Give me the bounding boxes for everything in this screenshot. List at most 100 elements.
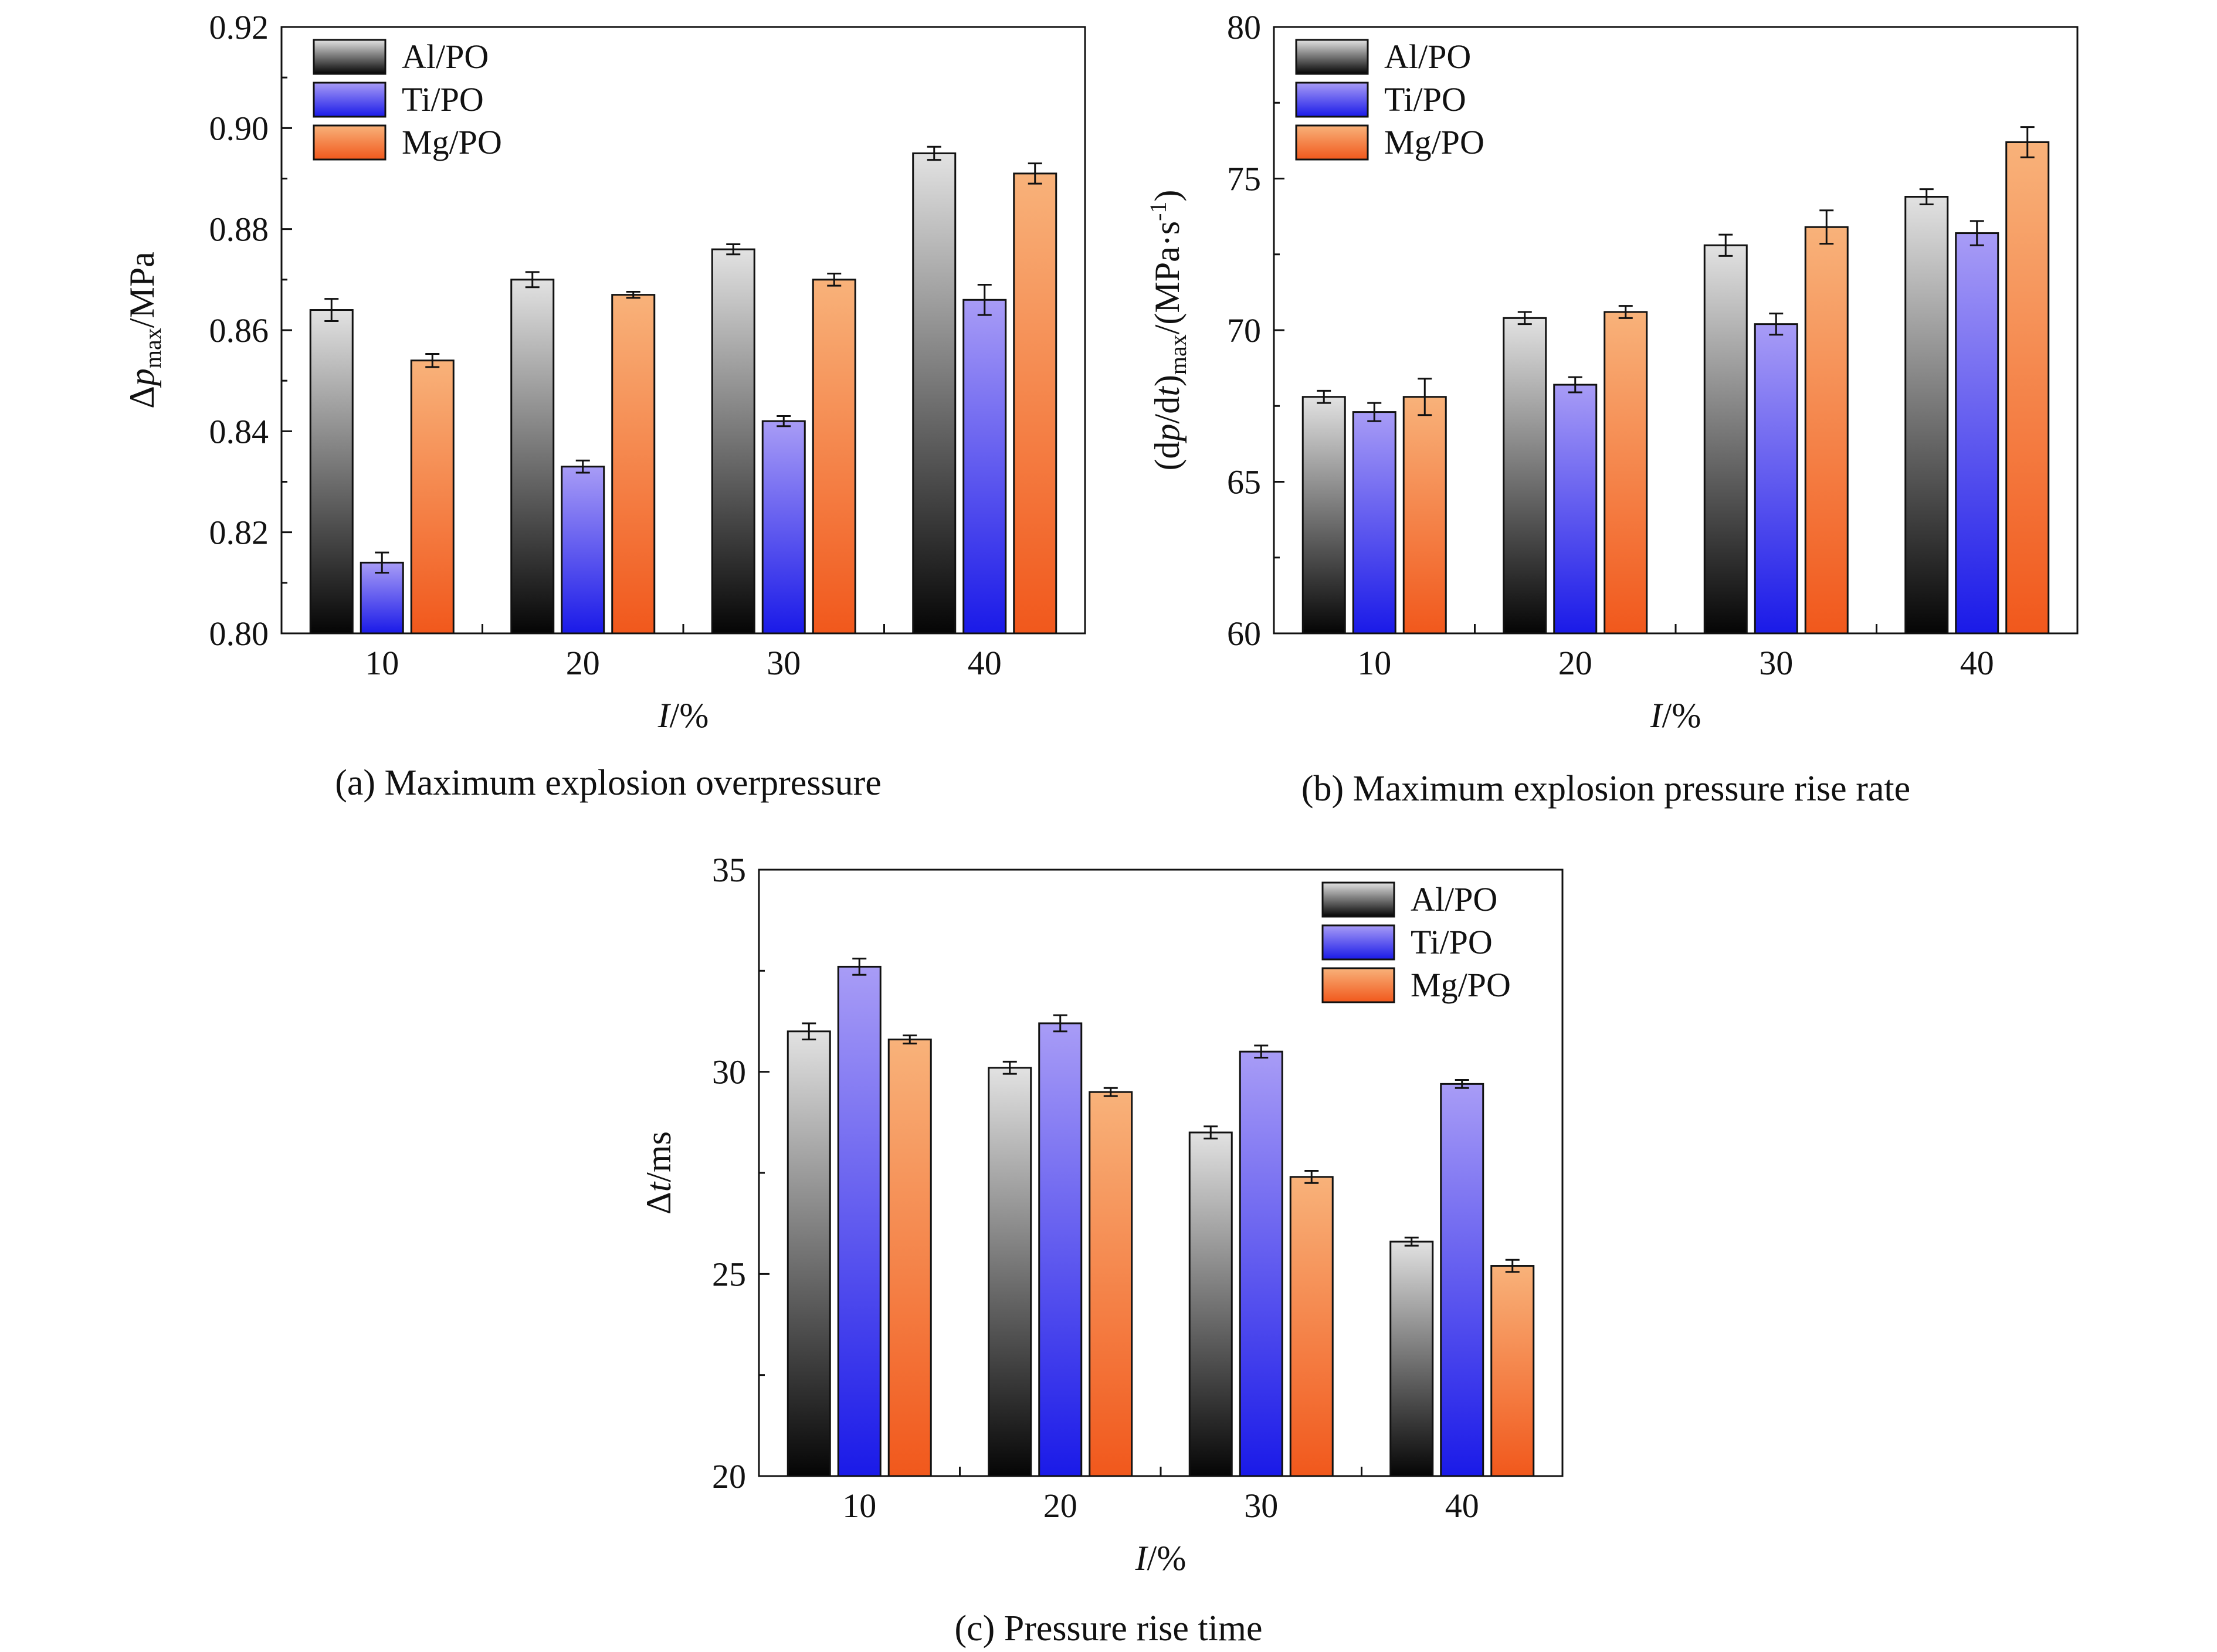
x-tick-label: 30 bbox=[1759, 644, 1793, 682]
bar-mg-po-20 bbox=[611, 294, 656, 635]
x-tick-label: 40 bbox=[1445, 1487, 1479, 1525]
x-tick-label: 20 bbox=[566, 644, 600, 682]
bar-al-po-20 bbox=[510, 279, 555, 635]
x-tick-label: 40 bbox=[968, 644, 1002, 682]
error-bar-mg-po-10 bbox=[1418, 378, 1432, 416]
bar-ti-po-10 bbox=[837, 965, 882, 1477]
bar-ti-po-10 bbox=[1352, 411, 1396, 635]
error-bar-al-po-10 bbox=[802, 1022, 816, 1041]
error-bar-al-po-30 bbox=[726, 243, 741, 256]
legend-label-ti-po: Ti/PO bbox=[402, 80, 484, 118]
panel-caption: (a) Maximum explosion overpressure bbox=[335, 763, 881, 803]
bar-al-po-40 bbox=[1389, 1240, 1434, 1477]
bar-ti-po-10 bbox=[360, 561, 404, 635]
x-tick-label: 20 bbox=[1043, 1487, 1077, 1525]
y-tick-label: 0.84 bbox=[209, 412, 269, 450]
bar-ti-po-40 bbox=[1955, 232, 1999, 635]
bar-al-po-20 bbox=[988, 1067, 1032, 1477]
bar-mg-po-10 bbox=[1402, 396, 1447, 635]
chart-panel-c: 20 25 30 35 10 20 30 40 I/% Δt/ms Al/PO Ti/PO Mg/PO (… bbox=[639, 851, 1564, 1648]
error-bar-al-po-40 bbox=[927, 145, 941, 161]
bar-ti-po-30 bbox=[761, 420, 806, 635]
error-bar-ti-po-10 bbox=[375, 551, 389, 574]
legend-label-ti-po: Ti/PO bbox=[1384, 80, 1466, 118]
bar-mg-po-30 bbox=[1289, 1176, 1334, 1477]
error-bar-al-po-30 bbox=[1204, 1125, 1218, 1139]
error-bar-al-po-30 bbox=[1718, 233, 1733, 257]
error-bar-al-po-10 bbox=[324, 298, 339, 322]
y-axis-title: Δpmax/MPa bbox=[123, 252, 166, 409]
legend-swatch-mg-po bbox=[1321, 967, 1395, 1003]
y-tick-label: 60 bbox=[1227, 615, 1261, 653]
bar-mg-po-20 bbox=[1089, 1091, 1133, 1477]
bar-al-po-40 bbox=[1904, 196, 1949, 635]
bar-mg-po-10 bbox=[887, 1039, 932, 1477]
x-axis-title: I/% bbox=[1135, 1539, 1187, 1578]
legend-swatch-al-po bbox=[1295, 39, 1369, 75]
legend-swatch-al-po bbox=[1321, 881, 1395, 918]
y-axis-title: (dp/dt)max/(MPa·s-1) bbox=[1145, 190, 1191, 471]
error-bar-ti-po-30 bbox=[1769, 313, 1784, 336]
panel-caption: (c) Pressure rise time bbox=[954, 1609, 1262, 1648]
chart-panel-b: 60 65 70 75 80 10 20 30 40 I/% (dp/dt)max/(MPa·s-1… bbox=[1145, 8, 2079, 809]
legend-label-al-po: Al/PO bbox=[1384, 38, 1471, 76]
bar-ti-po-20 bbox=[1038, 1022, 1083, 1477]
y-tick-label: 65 bbox=[1227, 463, 1261, 501]
error-bar-al-po-10 bbox=[1317, 389, 1331, 404]
y-tick-label: 0.88 bbox=[209, 211, 269, 249]
error-bar-ti-po-20 bbox=[1053, 1014, 1067, 1033]
bar-ti-po-20 bbox=[1553, 384, 1598, 635]
error-bar-mg-po-30 bbox=[1304, 1170, 1319, 1184]
error-bar-mg-po-30 bbox=[827, 272, 842, 287]
bar-mg-po-30 bbox=[1804, 226, 1849, 635]
error-bar-al-po-20 bbox=[1002, 1060, 1017, 1075]
x-axis-title: I/% bbox=[1650, 696, 1701, 735]
bar-mg-po-40 bbox=[1490, 1265, 1535, 1477]
error-bar-ti-po-40 bbox=[1455, 1078, 1469, 1089]
error-bar-mg-po-10 bbox=[903, 1034, 917, 1044]
legend: Al/PO Ti/PO Mg/PO bbox=[1295, 38, 1484, 161]
legend-swatch-ti-po bbox=[313, 82, 387, 118]
x-tick-label: 10 bbox=[365, 644, 399, 682]
bar-al-po-10 bbox=[1301, 396, 1346, 635]
bar-ti-po-40 bbox=[1440, 1083, 1484, 1477]
bar-al-po-30 bbox=[1703, 244, 1748, 635]
bar-al-po-10 bbox=[787, 1030, 831, 1477]
x-tick-label: 30 bbox=[1244, 1487, 1278, 1525]
y-tick-label: 70 bbox=[1227, 311, 1261, 350]
legend-swatch-ti-po bbox=[1321, 924, 1395, 961]
legend-label-mg-po: Mg/PO bbox=[1384, 123, 1484, 161]
y-tick-label: 75 bbox=[1227, 160, 1261, 198]
legend: Al/PO Ti/PO Mg/PO bbox=[1321, 880, 1511, 1004]
legend-label-al-po: Al/PO bbox=[402, 38, 489, 76]
bar-ti-po-20 bbox=[561, 466, 605, 635]
bar-mg-po-30 bbox=[812, 279, 856, 635]
legend-label-ti-po: Ti/PO bbox=[1411, 923, 1493, 961]
bar-ti-po-40 bbox=[962, 298, 1007, 635]
y-tick-label: 30 bbox=[712, 1053, 746, 1091]
x-axis-title: I/% bbox=[657, 696, 709, 735]
error-bar-ti-po-10 bbox=[1367, 402, 1382, 422]
y-tick-label: 35 bbox=[712, 851, 746, 889]
bar-ti-po-30 bbox=[1239, 1050, 1283, 1477]
bar-mg-po-10 bbox=[410, 359, 455, 635]
bar-ti-po-30 bbox=[1754, 323, 1798, 635]
x-tick-label: 10 bbox=[842, 1487, 876, 1525]
error-bar-mg-po-40 bbox=[2020, 126, 2035, 158]
error-bar-al-po-20 bbox=[1517, 311, 1532, 325]
y-tick-label: 25 bbox=[712, 1255, 746, 1293]
bar-al-po-20 bbox=[1503, 317, 1547, 635]
y-tick-label: 0.86 bbox=[209, 311, 269, 350]
error-bar-al-po-20 bbox=[525, 271, 540, 289]
error-bar-ti-po-30 bbox=[777, 415, 791, 428]
legend-swatch-al-po bbox=[313, 39, 387, 75]
error-bar-mg-po-20 bbox=[1103, 1087, 1118, 1097]
x-tick-label: 10 bbox=[1357, 644, 1391, 682]
y-axis-title: Δt/ms bbox=[639, 1131, 678, 1215]
error-bar-ti-po-40 bbox=[1969, 220, 1984, 246]
legend-swatch-mg-po bbox=[313, 124, 387, 161]
legend-swatch-mg-po bbox=[1295, 124, 1369, 161]
y-tick-label: 80 bbox=[1227, 8, 1261, 46]
legend-swatch-ti-po bbox=[1295, 82, 1369, 118]
error-bar-al-po-40 bbox=[1919, 188, 1934, 205]
